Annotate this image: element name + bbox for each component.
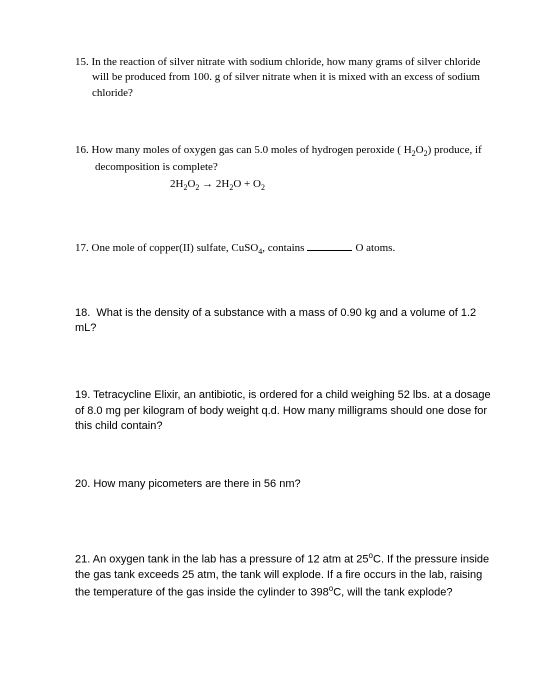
question-16: 16. How many moles of oxygen gas can 5.0… [95,143,500,193]
question-text-part: How many moles of oxygen gas can 5.0 mol… [92,144,412,156]
question-text-part: , contains [262,242,304,254]
subscript: 2 [261,183,265,192]
equation-part: 2H [170,178,183,190]
question-text-part: O [416,144,424,156]
question-number: 20. [75,478,90,490]
fill-blank [307,241,352,251]
question-number: 16. [75,144,89,156]
chemical-equation: 2H2O2 → 2H2O + O2 [170,177,500,193]
question-number: 18. [75,307,90,319]
question-text: In the reaction of silver nitrate with s… [92,56,481,99]
question-text: How many picometers are there in 56 nm? [93,478,300,490]
question-text: What is the density of a substance with … [75,307,476,334]
equation-part: O + O [233,178,261,190]
question-number: 21. [75,554,90,566]
question-17: 17. One mole of copper(II) sulfate, CuSO… [75,241,500,257]
question-text-part: O atoms. [355,242,395,254]
question-18: 18. What is the density of a substance w… [75,306,500,337]
equation-part: → 2H [199,178,229,190]
question-15: 15. In the reaction of silver nitrate wi… [92,55,500,101]
question-text-part: An oxygen tank in the lab has a pressure… [93,554,369,566]
question-number: 17. [75,242,89,254]
question-number: 19. [75,389,90,401]
question-19: 19. Tetracycline Elixir, an antibiotic, … [75,388,500,434]
question-21: 21. An oxygen tank in the lab has a pres… [75,550,500,601]
question-20: 20. How many picometers are there in 56 … [75,477,500,492]
question-text-part: C, will the tank explode? [333,587,452,599]
question-text: Tetracycline Elixir, an antibiotic, is o… [75,389,491,432]
question-text-part: One mole of copper(II) sulfate, CuSO [92,242,259,254]
question-number: 15. [75,56,89,68]
